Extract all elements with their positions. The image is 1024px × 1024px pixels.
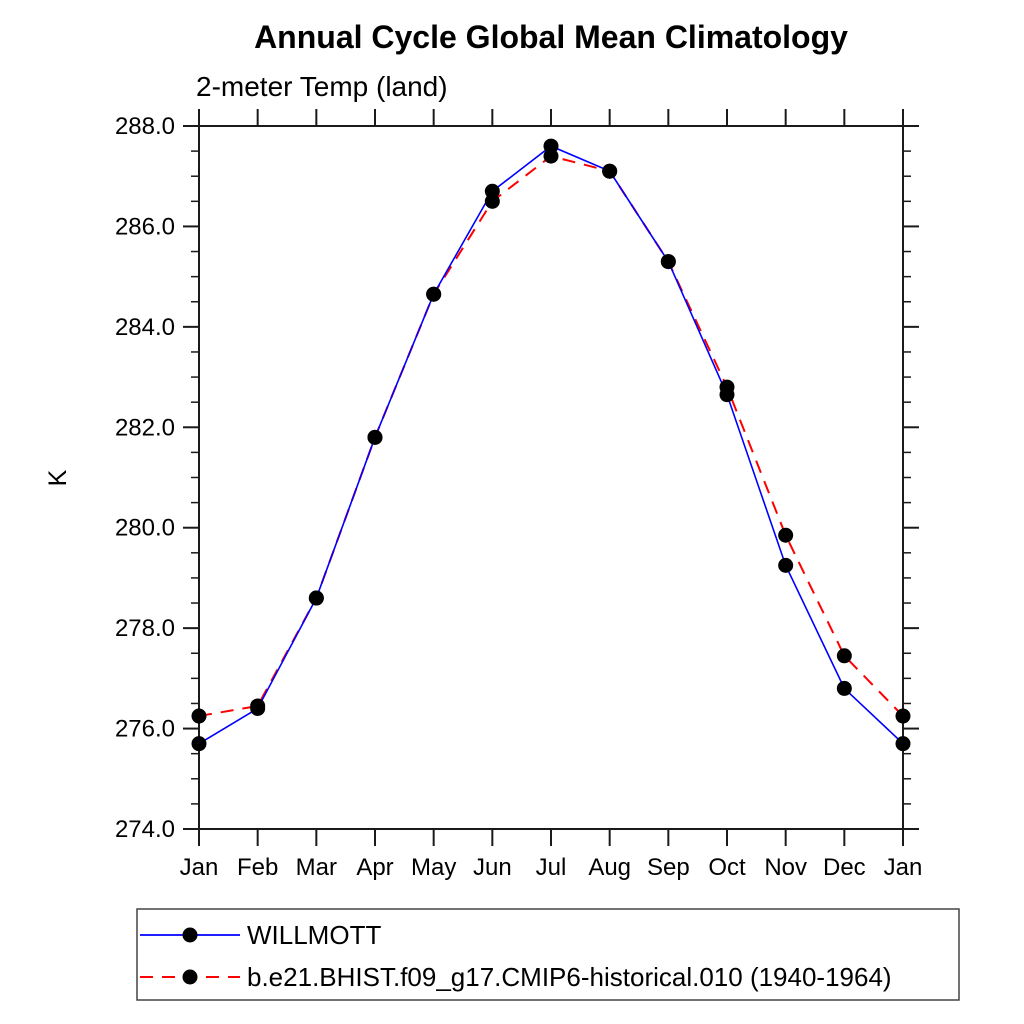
plot-area: 274.0 276.0 278.0 280.0 282.0 284.0 286.0 288.0… [115, 109, 922, 881]
x-tick-label: Apr [356, 854, 393, 881]
data-point-marker [191, 736, 207, 752]
x-tick-label: Mar [296, 854, 337, 881]
data-point-marker [308, 590, 324, 606]
data-point-marker [426, 286, 442, 302]
legend-marker-dot [182, 927, 198, 943]
chart-title: Annual Cycle Global Mean Climatology [254, 19, 848, 55]
legend-label-model: b.e21.BHIST.f09_g17.CMIP6-historical.010… [247, 962, 892, 992]
y-tick-label: 286.0 [115, 213, 175, 240]
legend: WILLMOTT b.e21.BHIST.f09_g17.CMIP6-histo… [136, 908, 960, 1001]
x-tick-label: Jul [536, 854, 567, 881]
data-point-marker [778, 557, 794, 573]
x-tick-label: Dec [823, 854, 866, 881]
data-point-marker [367, 429, 383, 445]
legend-box [136, 908, 960, 1001]
data-point-marker [895, 736, 911, 752]
data-point-marker [836, 680, 852, 696]
legend-entry-model: b.e21.BHIST.f09_g17.CMIP6-historical.010… [140, 962, 892, 992]
data-point-marker [719, 387, 735, 403]
y-tick-label: 280.0 [115, 515, 175, 542]
data-point-marker [191, 708, 207, 724]
data-point-marker [836, 648, 852, 664]
x-tick-label: Aug [588, 854, 631, 881]
data-point-marker [484, 183, 500, 199]
x-tick-label: Jun [473, 854, 512, 881]
chart-subtitle: 2-meter Temp (land) [196, 71, 448, 102]
data-point-marker [250, 700, 266, 716]
x-tick-label: Nov [764, 854, 807, 881]
y-tick-label: 282.0 [115, 414, 175, 441]
data-point-marker [895, 708, 911, 724]
x-tick-label: Jan [180, 854, 219, 881]
y-tick-label: 288.0 [115, 113, 175, 140]
series-line-willmott [198, 145, 904, 745]
legend-marker-dot [182, 969, 198, 985]
y-tick-label: 278.0 [115, 615, 175, 642]
y-tick-label: 276.0 [115, 716, 175, 743]
x-tick-label: Jan [884, 854, 923, 881]
data-point-marker [543, 138, 559, 154]
x-tick-label: Sep [647, 854, 690, 881]
legend-entry-willmott: WILLMOTT [140, 920, 381, 950]
series-line-model [198, 155, 904, 718]
x-tick-label: Feb [237, 854, 278, 881]
plot-frame [198, 125, 904, 830]
y-tick-label: 284.0 [115, 314, 175, 341]
y-tick-label: 274.0 [115, 816, 175, 843]
data-point-marker [778, 527, 794, 543]
x-tick-label: May [411, 854, 456, 881]
data-point-marker [660, 254, 676, 270]
x-tick-label: Oct [708, 854, 746, 881]
legend-label-willmott: WILLMOTT [247, 920, 381, 950]
y-axis-label: K [44, 469, 72, 486]
data-point-marker [602, 163, 618, 179]
